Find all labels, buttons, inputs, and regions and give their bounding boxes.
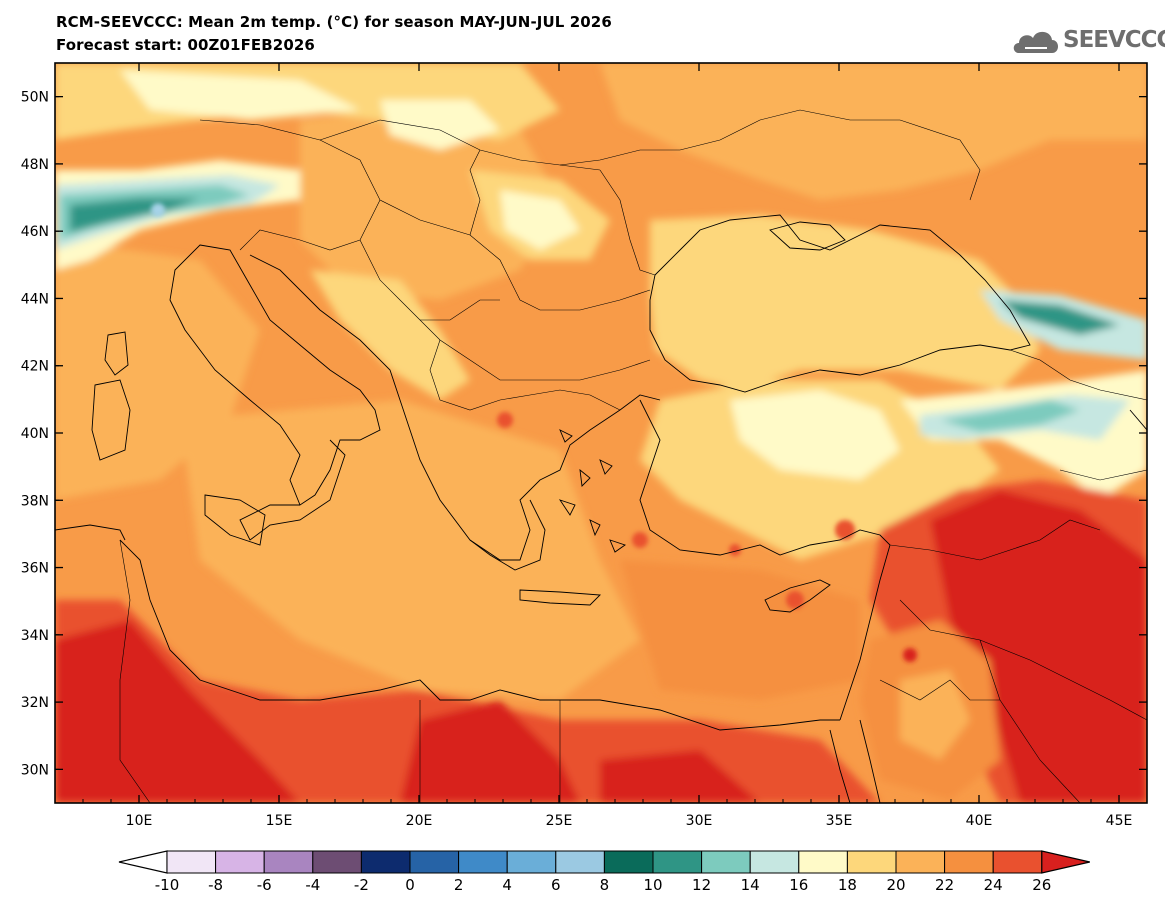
colorbar-label: 22 xyxy=(935,876,954,894)
lat-tick-label: 34N xyxy=(21,628,49,644)
colorbar-label: 4 xyxy=(502,876,512,894)
colorbar-high-arrow xyxy=(1041,850,1090,874)
cloud-icon xyxy=(1013,31,1058,53)
colorbar-label: -4 xyxy=(305,876,320,894)
colorbar-label: 20 xyxy=(886,876,905,894)
lat-tick-label: 50N xyxy=(21,90,49,106)
colorbar-label: -10 xyxy=(155,876,180,894)
colorbar-label: -8 xyxy=(208,876,223,894)
lat-tick-label: 48N xyxy=(21,157,49,173)
colorbar-label: 0 xyxy=(405,876,415,894)
lat-tick-label: 40N xyxy=(21,426,49,442)
colorbar-label: 6 xyxy=(551,876,561,894)
colorbar-box xyxy=(798,850,848,874)
lon-tick-label: 35E xyxy=(826,813,853,829)
colorbar-label: 14 xyxy=(741,876,760,894)
forecast-start: Forecast start: 00Z01FEB2026 xyxy=(56,36,315,54)
colorbar-label: 24 xyxy=(984,876,1003,894)
colorbar-box xyxy=(749,850,800,874)
map-field xyxy=(55,63,1147,803)
colorbar-label: 8 xyxy=(600,876,610,894)
lon-tick-label: 30E xyxy=(686,813,713,829)
colorbar: -10 -8 -6 -4 -2 0 2 4 6 8 10 12 14 16 18 20 22 24 26 xyxy=(118,850,1090,894)
colorbar-box xyxy=(166,850,217,874)
colorbar-box xyxy=(895,850,946,874)
lon-tick-label: 40E xyxy=(966,813,993,829)
colorbar-label: 2 xyxy=(454,876,464,894)
colorbar-box xyxy=(458,850,508,874)
colorbar-box xyxy=(506,850,557,874)
colorbar-box xyxy=(701,850,751,874)
colorbar-box xyxy=(603,850,654,874)
lat-tick-label: 38N xyxy=(21,493,49,509)
lon-tick-label: 20E xyxy=(406,813,433,829)
colorbar-box xyxy=(263,850,314,874)
borders xyxy=(119,109,1147,803)
lat-tick-label: 42N xyxy=(21,359,49,375)
longitude-axis: 10E 15E 20E 25E 30E 35E 40E 45E xyxy=(82,63,1148,829)
colorbar-box xyxy=(312,850,362,874)
lon-tick-label: 25E xyxy=(546,813,573,829)
colorbar-label: 10 xyxy=(643,876,662,894)
lon-tick-label: 15E xyxy=(266,813,293,829)
lat-tick-label: 30N xyxy=(21,762,49,778)
colorbar-label: -6 xyxy=(257,876,272,894)
colorbar-label: 16 xyxy=(789,876,808,894)
seevccc-logo: SEEVCCC xyxy=(1011,24,1165,58)
logo-text: SEEVCCC xyxy=(1063,27,1165,53)
colorbar-label: -2 xyxy=(354,876,369,894)
colorbar-box xyxy=(944,850,994,874)
map-title: RCM-SEEVCCC: Mean 2m temp. (°C) for seas… xyxy=(56,13,612,31)
colorbar-box xyxy=(215,850,265,874)
colorbar-label: 18 xyxy=(838,876,857,894)
lat-tick-label: 32N xyxy=(21,695,49,711)
lat-tick-label: 46N xyxy=(21,224,49,240)
colorbar-box xyxy=(555,850,605,874)
colorbar-box xyxy=(652,850,703,874)
colorbar-label: 26 xyxy=(1032,876,1051,894)
colorbar-label: 12 xyxy=(692,876,711,894)
colorbar-box xyxy=(360,850,411,874)
colorbar-box xyxy=(846,850,897,874)
colorbar-box xyxy=(409,850,460,874)
lat-tick-label: 36N xyxy=(21,561,49,577)
lon-tick-label: 10E xyxy=(126,813,153,829)
coastlines xyxy=(55,214,1147,803)
colorbar-box xyxy=(992,850,1043,874)
colorbar-low-arrow xyxy=(118,850,168,874)
latitude-axis: 30N 32N 34N 36N 38N 40N 42N 44N 46N 48N 50N xyxy=(21,90,1147,778)
lat-tick-label: 44N xyxy=(21,291,49,307)
lon-tick-label: 45E xyxy=(1106,813,1133,829)
